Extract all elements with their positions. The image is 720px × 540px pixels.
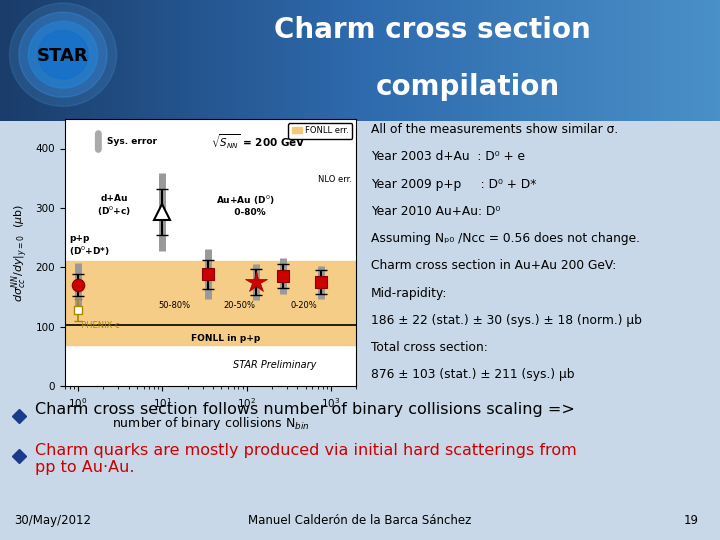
Text: Charm cross section: Charm cross section [274, 16, 590, 44]
Text: Total cross section:: Total cross section: [371, 341, 487, 354]
Text: STAR Preliminary: STAR Preliminary [233, 360, 316, 370]
Text: 19: 19 [683, 514, 698, 527]
Text: 50-80%: 50-80% [158, 301, 190, 309]
Bar [65, 261, 356, 345]
Circle shape [9, 3, 117, 106]
Text: d+Au
(D$^0$+c): d+Au (D$^0$+c) [97, 194, 132, 218]
Text: STAR: STAR [37, 47, 89, 65]
Text: Charm cross section follows number of binary collisions scaling =>: Charm cross section follows number of bi… [35, 402, 575, 417]
Text: FONLL in p+p: FONLL in p+p [191, 334, 260, 343]
Text: Charm quarks are mostly produced via initial hard scatterings from
pp to Au·Au.: Charm quarks are mostly produced via ini… [35, 443, 577, 475]
Text: Charm cross section in Au+Au 200 GeV:: Charm cross section in Au+Au 200 GeV: [371, 259, 616, 272]
Text: Year 2003 d+Au  : D⁰ + e: Year 2003 d+Au : D⁰ + e [371, 150, 525, 164]
Text: 30/May/2012: 30/May/2012 [14, 514, 91, 527]
Text: Assuming Nₚ₀ /Nᴄᴄ = 0.56 does not change.: Assuming Nₚ₀ /Nᴄᴄ = 0.56 does not change… [371, 232, 639, 245]
Text: $\sqrt{S_{NN}}$ = 200 GeV: $\sqrt{S_{NN}}$ = 200 GeV [210, 132, 305, 151]
Legend: FONLL err.: FONLL err. [289, 123, 352, 139]
Text: PHENIX c: PHENIX c [81, 321, 120, 329]
Text: p+p
(D$^0$+D*): p+p (D$^0$+D*) [69, 234, 110, 258]
Circle shape [37, 30, 88, 79]
Text: Mid-rapidity:: Mid-rapidity: [371, 287, 447, 300]
Text: Sys. error: Sys. error [107, 137, 157, 146]
Y-axis label: $d\sigma_{cc}^{NN}/dy|_{y=0}$  ($\mu$b): $d\sigma_{cc}^{NN}/dy|_{y=0}$ ($\mu$b) [9, 204, 30, 301]
Circle shape [28, 21, 98, 88]
Text: NLO err.: NLO err. [318, 175, 352, 184]
Text: 20-50%: 20-50% [224, 301, 256, 309]
Text: compilation: compilation [376, 73, 560, 102]
Text: 0-20%: 0-20% [291, 301, 318, 309]
X-axis label: number of binary collisions N$_{bin}$: number of binary collisions N$_{bin}$ [112, 415, 310, 432]
Text: 876 ± 103 (stat.) ± 211 (sys.) μb: 876 ± 103 (stat.) ± 211 (sys.) μb [371, 368, 574, 381]
Text: Year 2010 Au+Au: D⁰: Year 2010 Au+Au: D⁰ [371, 205, 500, 218]
Text: Au+Au (D$^0$)
   0-80%: Au+Au (D$^0$) 0-80% [216, 194, 275, 218]
Text: All of the measurements show similar σ.: All of the measurements show similar σ. [371, 123, 618, 136]
Circle shape [19, 12, 107, 97]
Text: Manuel Calderón de la Barca Sánchez: Manuel Calderón de la Barca Sánchez [248, 514, 472, 527]
Text: Year 2009 p+p     : D⁰ + D*: Year 2009 p+p : D⁰ + D* [371, 178, 536, 191]
Text: 186 ± 22 (stat.) ± 30 (sys.) ± 18 (norm.) μb: 186 ± 22 (stat.) ± 30 (sys.) ± 18 (norm.… [371, 314, 642, 327]
